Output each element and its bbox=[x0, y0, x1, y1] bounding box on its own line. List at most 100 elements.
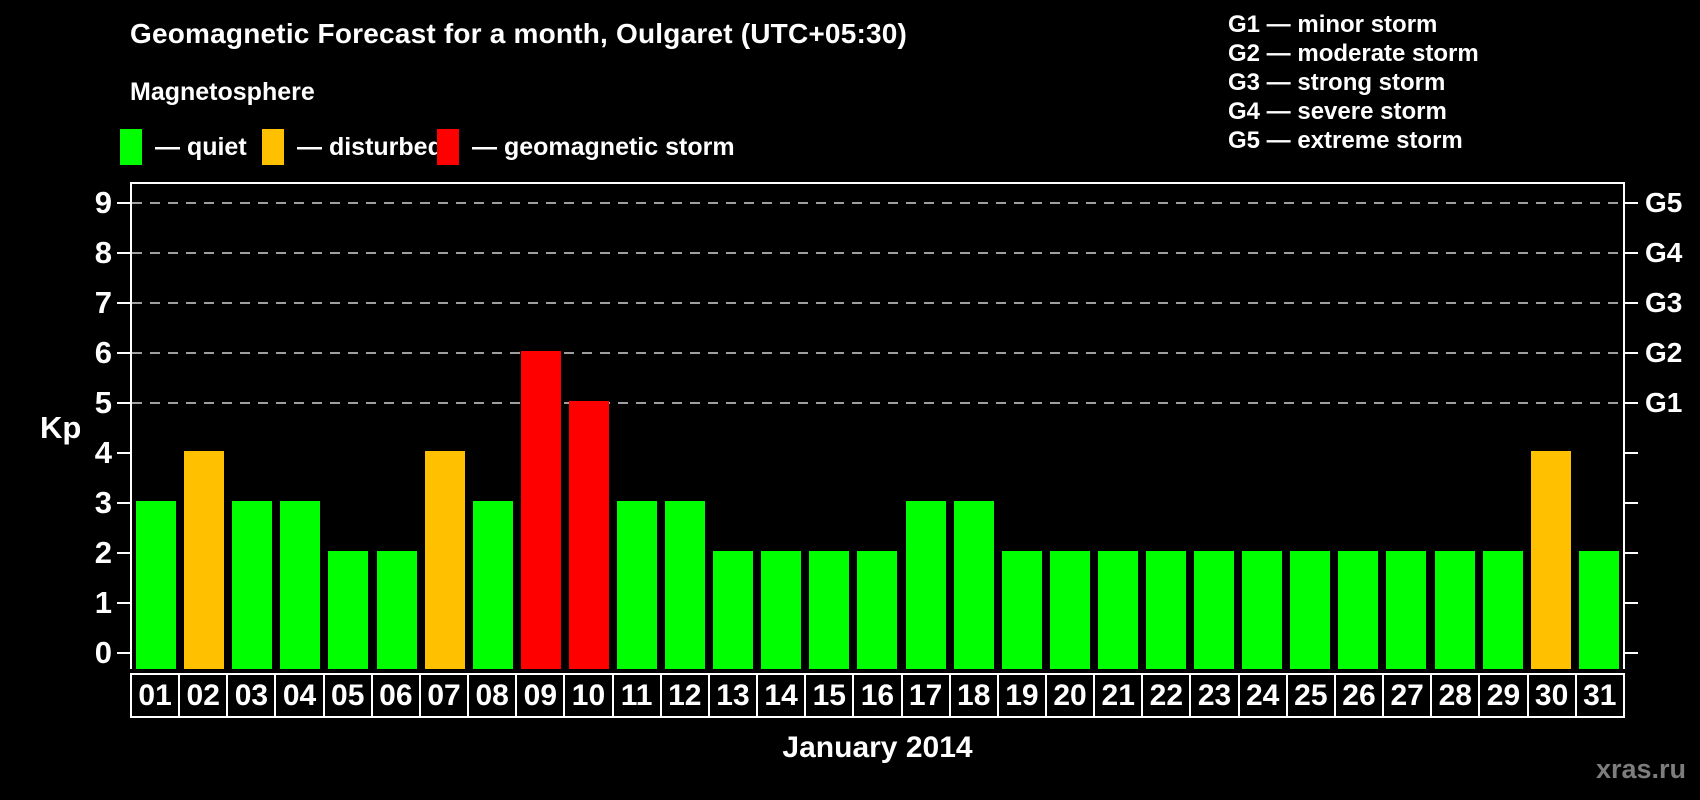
kp-bar-day-27 bbox=[1386, 551, 1427, 669]
legend-label-quiet: — quiet bbox=[155, 132, 247, 161]
day-label-24: 24 bbox=[1237, 673, 1288, 718]
bar-slot-29 bbox=[1479, 184, 1527, 669]
y-axis-title: Kp bbox=[40, 410, 82, 445]
storm-scale-g4: G4 — severe storm bbox=[1228, 98, 1447, 125]
gridline-kp-8 bbox=[132, 252, 1623, 254]
kp-bar-day-31 bbox=[1578, 551, 1619, 669]
day-label-18: 18 bbox=[948, 673, 999, 718]
disturbed-color-swatch bbox=[262, 129, 284, 165]
right-axis-tick-7 bbox=[1625, 302, 1638, 304]
kp-bar-day-23 bbox=[1194, 551, 1235, 669]
bar-slot-20 bbox=[1046, 184, 1094, 669]
legend-label-storm: — geomagnetic storm bbox=[472, 132, 735, 161]
right-axis-tick-5 bbox=[1625, 402, 1638, 404]
day-label-22: 22 bbox=[1141, 673, 1192, 718]
legend-item-quiet: — quiet bbox=[120, 128, 247, 166]
plot-area: 0 1 2 3 4 5 6 7 8 9 G1 G2 G3 G4 G5 bbox=[95, 182, 1682, 670]
bar-slot-11 bbox=[613, 184, 661, 669]
day-label-12: 12 bbox=[659, 673, 710, 718]
day-label-16: 16 bbox=[852, 673, 903, 718]
bar-slot-25 bbox=[1286, 184, 1334, 669]
left-axis-tick-0 bbox=[117, 652, 130, 654]
day-label-11: 11 bbox=[611, 673, 662, 718]
y-axis-tick-label-9: 9 bbox=[94, 185, 112, 220]
bar-slot-19 bbox=[998, 184, 1046, 669]
gridline-kp-7 bbox=[132, 302, 1623, 304]
kp-bar-day-16 bbox=[857, 551, 898, 669]
day-label-23: 23 bbox=[1189, 673, 1240, 718]
bar-slot-01 bbox=[132, 184, 180, 669]
day-label-09: 09 bbox=[515, 673, 566, 718]
bar-slot-24 bbox=[1238, 184, 1286, 669]
bars-container bbox=[132, 184, 1623, 669]
kp-bar-day-10 bbox=[568, 401, 609, 669]
bar-slot-12 bbox=[661, 184, 709, 669]
left-axis-tick-4 bbox=[117, 452, 130, 454]
bar-slot-14 bbox=[757, 184, 805, 669]
day-label-15: 15 bbox=[804, 673, 855, 718]
right-axis-label-g3: G3 bbox=[1645, 287, 1683, 318]
right-axis-label-g4: G4 bbox=[1645, 237, 1683, 268]
right-axis-label-g1: G1 bbox=[1645, 387, 1683, 418]
day-label-05: 05 bbox=[322, 673, 373, 718]
bar-slot-06 bbox=[372, 184, 420, 669]
day-label-13: 13 bbox=[707, 673, 759, 718]
kp-bar-day-08 bbox=[472, 501, 513, 669]
kp-bar-day-13 bbox=[713, 551, 754, 669]
x-axis-title: January 2014 bbox=[782, 731, 973, 764]
kp-bar-day-29 bbox=[1482, 551, 1523, 669]
left-axis-tick-8 bbox=[117, 252, 130, 254]
day-label-31: 31 bbox=[1574, 673, 1625, 718]
day-label-14: 14 bbox=[756, 673, 807, 718]
day-label-10: 10 bbox=[563, 673, 614, 718]
storm-scale-g1: G1 — minor storm bbox=[1228, 11, 1438, 38]
kp-bar-day-22 bbox=[1146, 551, 1187, 669]
bar-slot-28 bbox=[1431, 184, 1479, 669]
day-label-30: 30 bbox=[1526, 673, 1577, 718]
right-axis-tick-8 bbox=[1625, 252, 1638, 254]
day-label-06: 06 bbox=[370, 673, 421, 718]
bar-slot-21 bbox=[1094, 184, 1142, 669]
y-axis-tick-label-2: 2 bbox=[94, 535, 112, 570]
bar-slot-27 bbox=[1382, 184, 1430, 669]
right-axis-tick-4 bbox=[1625, 452, 1638, 454]
kp-bar-day-03 bbox=[232, 501, 273, 669]
right-axis-tick-2 bbox=[1625, 552, 1638, 554]
day-label-29: 29 bbox=[1478, 673, 1529, 718]
kp-bar-day-17 bbox=[905, 501, 946, 669]
bar-slot-10 bbox=[565, 184, 613, 669]
x-axis-day-labels: 01 02 03 04 05 06 07 08 09 10 11 12 13 14 15 16 17 18 19 20… bbox=[130, 673, 1625, 718]
left-axis-tick-5 bbox=[117, 402, 130, 404]
bar-slot-17 bbox=[902, 184, 950, 669]
left-axis-tick-7 bbox=[117, 302, 130, 304]
kp-bar-day-04 bbox=[280, 501, 321, 669]
storm-scale-g3: G3 — strong storm bbox=[1228, 69, 1446, 96]
bar-slot-13 bbox=[709, 184, 757, 669]
right-axis-tick-9 bbox=[1625, 202, 1638, 204]
day-label-17: 17 bbox=[900, 673, 951, 718]
right-axis-label-g5: G5 bbox=[1645, 187, 1683, 218]
left-axis-tick-9 bbox=[117, 202, 130, 204]
bar-slot-04 bbox=[276, 184, 324, 669]
left-axis-tick-2 bbox=[117, 552, 130, 554]
kp-bar-day-26 bbox=[1338, 551, 1379, 669]
kp-bar-day-12 bbox=[665, 501, 706, 669]
kp-bar-day-01 bbox=[136, 501, 177, 669]
kp-bar-day-11 bbox=[616, 501, 657, 669]
y-axis-tick-label-5: 5 bbox=[94, 385, 112, 420]
bar-slot-07 bbox=[421, 184, 469, 669]
storm-scale-legend: G1 — minor storm G2 — moderate storm G3 … bbox=[1228, 10, 1479, 155]
bar-slot-02 bbox=[180, 184, 228, 669]
right-axis-label-g2: G2 bbox=[1645, 337, 1683, 368]
kp-bar-day-14 bbox=[761, 551, 802, 669]
storm-color-swatch bbox=[437, 129, 459, 165]
day-label-25: 25 bbox=[1285, 673, 1336, 718]
y-axis-tick-label-0: 0 bbox=[94, 635, 112, 670]
kp-bar-day-21 bbox=[1097, 551, 1138, 669]
kp-bar-day-19 bbox=[1001, 551, 1042, 669]
gridline-kp-6 bbox=[132, 352, 1623, 354]
kp-bar-day-09 bbox=[520, 351, 561, 669]
day-label-19: 19 bbox=[996, 673, 1047, 718]
bar-slot-23 bbox=[1190, 184, 1238, 669]
